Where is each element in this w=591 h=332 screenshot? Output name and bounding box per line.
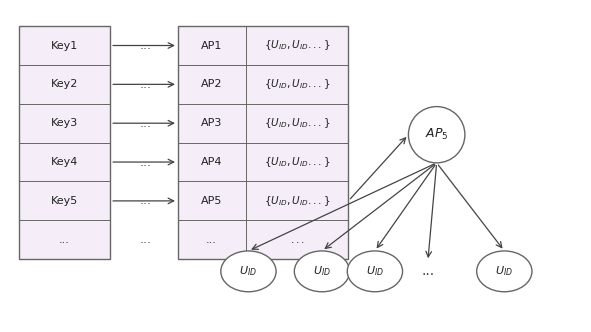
Text: $AP_5$: $AP_5$ [425, 127, 449, 142]
Text: $U_{ID}$: $U_{ID}$ [239, 265, 258, 278]
Text: Key4: Key4 [51, 157, 79, 167]
Text: $\{U_{ID}, U_{ID}...\}$: $\{U_{ID}, U_{ID}...\}$ [264, 39, 330, 52]
Text: $U_{ID}$: $U_{ID}$ [495, 265, 514, 278]
Text: AP5: AP5 [201, 196, 222, 206]
Text: $U_{ID}$: $U_{ID}$ [313, 265, 331, 278]
Text: ...: ... [206, 235, 217, 245]
Text: AP4: AP4 [201, 157, 222, 167]
Text: AP2: AP2 [201, 79, 222, 89]
Text: $U_{ID}$: $U_{ID}$ [366, 265, 384, 278]
Text: ...: ... [139, 156, 151, 169]
Ellipse shape [221, 251, 276, 292]
Text: ...: ... [139, 233, 151, 246]
Text: ...: ... [421, 264, 434, 278]
Text: AP3: AP3 [201, 118, 222, 128]
Text: ...: ... [59, 235, 70, 245]
Ellipse shape [348, 251, 402, 292]
Text: ...: ... [139, 117, 151, 130]
Bar [178, 26, 349, 259]
Text: Key2: Key2 [51, 79, 79, 89]
Text: ...: ... [139, 195, 151, 208]
Text: Key3: Key3 [51, 118, 78, 128]
Text: ...: ... [139, 78, 151, 91]
Text: Key5: Key5 [51, 196, 78, 206]
Text: $\{U_{ID}, U_{ID}...\}$: $\{U_{ID}, U_{ID}...\}$ [264, 194, 330, 208]
Ellipse shape [477, 251, 532, 292]
Bar [19, 26, 110, 259]
Text: AP1: AP1 [201, 41, 222, 50]
Text: $\{U_{ID}, U_{ID}...\}$: $\{U_{ID}, U_{ID}...\}$ [264, 116, 330, 130]
Ellipse shape [294, 251, 350, 292]
Text: $\{U_{ID}, U_{ID}...\}$: $\{U_{ID}, U_{ID}...\}$ [264, 155, 330, 169]
Text: $\{U_{ID}, U_{ID}...\}$: $\{U_{ID}, U_{ID}...\}$ [264, 77, 330, 91]
Ellipse shape [408, 107, 465, 163]
Text: ...: ... [139, 39, 151, 52]
Text: $...$: $...$ [290, 235, 304, 245]
Text: Key1: Key1 [51, 41, 78, 50]
